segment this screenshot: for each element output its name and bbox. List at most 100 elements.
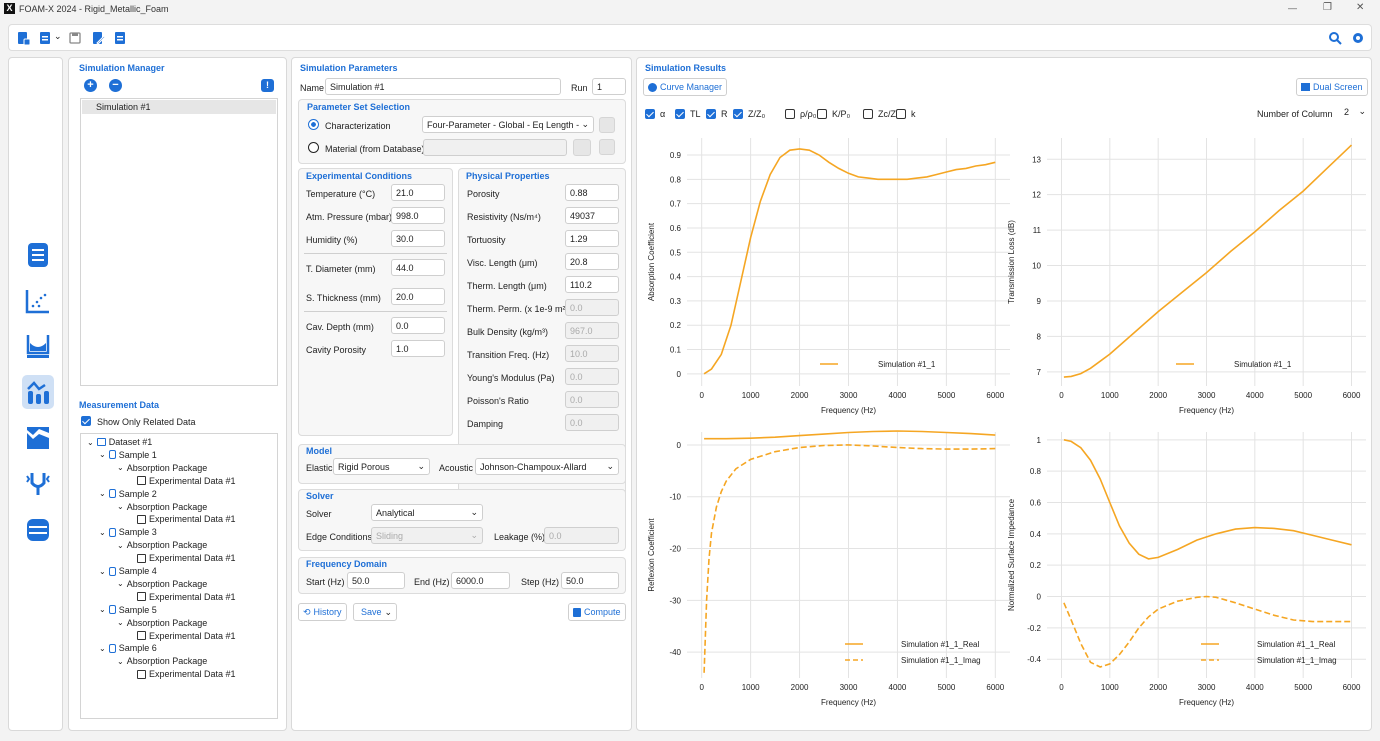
- toggle-checkbox[interactable]: [706, 109, 716, 119]
- tree-item-pkg[interactable]: ⌄ Absorption Package: [117, 540, 208, 551]
- experimental-data-checkbox[interactable]: [137, 592, 146, 602]
- phys-input[interactable]: 0.0: [565, 368, 619, 385]
- add-simulation-icon[interactable]: +: [84, 79, 97, 92]
- export-icon[interactable]: [111, 29, 129, 47]
- phys-input[interactable]: 10.0: [565, 345, 619, 362]
- tree-item-pkg[interactable]: ⌄ Absorption Package: [117, 501, 208, 512]
- elastic-select[interactable]: Rigid Porous ⌄: [333, 458, 430, 475]
- exp-input[interactable]: 0.0: [391, 317, 445, 334]
- phys-input[interactable]: 0.0: [565, 414, 619, 431]
- compute-button[interactable]: Compute: [568, 603, 626, 621]
- list-icon[interactable]: [22, 238, 54, 272]
- experimental-data-checkbox[interactable]: [137, 553, 146, 563]
- exp-input[interactable]: 44.0: [391, 259, 445, 276]
- remove-simulation-icon[interactable]: −: [109, 79, 122, 92]
- name-input[interactable]: Simulation #1: [325, 78, 561, 95]
- simulation-list-item[interactable]: Simulation #1: [82, 100, 276, 114]
- characterization-select[interactable]: Four-Parameter - Global - Eq Length - 2 ⌄: [422, 116, 594, 133]
- tree-item-data[interactable]: Experimental Data #1: [137, 514, 236, 524]
- phys-input[interactable]: 0.0: [565, 299, 619, 316]
- simulation-manager-title: Simulation Manager: [79, 63, 165, 73]
- phys-input[interactable]: 0.88: [565, 184, 619, 201]
- tree-item-pkg[interactable]: ⌄ Absorption Package: [117, 578, 208, 589]
- acoustic-select[interactable]: Johnson-Champoux-Allard ⌄: [475, 458, 619, 475]
- experimental-data-checkbox[interactable]: [137, 514, 146, 524]
- tree-item-pkg[interactable]: ⌄ Absorption Package: [117, 462, 208, 473]
- toggle-checkbox[interactable]: [896, 109, 906, 119]
- phys-input[interactable]: 49037: [565, 207, 619, 224]
- phys-input[interactable]: 1.29: [565, 230, 619, 247]
- toggle-checkbox[interactable]: [863, 109, 873, 119]
- exp-input[interactable]: 1.0: [391, 340, 445, 357]
- end-input[interactable]: 6000.0: [451, 572, 510, 589]
- edge-conditions-select[interactable]: Sliding ⌄: [371, 527, 483, 544]
- new-project-icon[interactable]: [14, 29, 32, 47]
- experimental-data-checkbox[interactable]: [137, 669, 146, 679]
- material-radio[interactable]: [308, 142, 319, 153]
- exp-input[interactable]: 20.0: [391, 288, 445, 305]
- open-file-icon[interactable]: [36, 29, 54, 47]
- toggle-checkbox[interactable]: [675, 109, 685, 119]
- save-file-icon[interactable]: [66, 29, 84, 47]
- exp-input[interactable]: 30.0: [391, 230, 445, 247]
- tree-item-data[interactable]: Experimental Data #1: [137, 592, 236, 602]
- search-help-icon[interactable]: [1326, 29, 1344, 47]
- x-axis-label: Frequency (Hz): [1179, 406, 1234, 415]
- tree-item-data[interactable]: Experimental Data #1: [137, 669, 236, 679]
- save-as-icon[interactable]: [89, 29, 107, 47]
- tree-item-sample[interactable]: ⌄ Sample 6: [99, 643, 157, 654]
- toggle-checkbox[interactable]: [785, 109, 795, 119]
- phys-input[interactable]: 967.0: [565, 322, 619, 339]
- phys-input[interactable]: 20.8: [565, 253, 619, 270]
- x-tick-label: 2000: [791, 683, 809, 692]
- toggle-checkbox[interactable]: [645, 109, 655, 119]
- tree-item-data[interactable]: Experimental Data #1: [137, 476, 236, 486]
- tree-item-pkg[interactable]: ⌄ Absorption Package: [117, 617, 208, 628]
- characterization-radio[interactable]: [308, 119, 319, 130]
- tuning-fork-icon[interactable]: [22, 466, 54, 500]
- phys-input[interactable]: 110.2: [565, 276, 619, 293]
- chevron-down-icon: ⌄: [579, 119, 589, 130]
- curve-fit-icon[interactable]: [22, 375, 54, 409]
- step-input[interactable]: 50.0: [561, 572, 619, 589]
- tree-item-dataset[interactable]: ⌄ Dataset #1: [87, 437, 153, 447]
- maximize-button[interactable]: ❐: [1323, 2, 1332, 13]
- tree-item-sample[interactable]: ⌄ Sample 4: [99, 566, 157, 576]
- exp-input[interactable]: 998.0: [391, 207, 445, 224]
- exp-label: S. Thickness (mm): [306, 293, 381, 303]
- tree-item-data[interactable]: Experimental Data #1: [137, 631, 236, 641]
- save-button[interactable]: Save ⌄: [353, 603, 397, 621]
- run-input[interactable]: 1: [592, 78, 626, 95]
- material-input[interactable]: [423, 139, 567, 156]
- database-icon[interactable]: [22, 513, 54, 547]
- dual-screen-button[interactable]: Dual Screen: [1296, 78, 1368, 96]
- curve-manager-button[interactable]: Curve Manager: [643, 78, 728, 96]
- start-input[interactable]: 50.0: [347, 572, 405, 589]
- history-button[interactable]: ⟲ History: [298, 603, 347, 621]
- leakage-input[interactable]: 0.0: [544, 527, 619, 544]
- gear-icon[interactable]: [1349, 29, 1367, 47]
- tree-item-data[interactable]: Experimental Data #1: [137, 553, 236, 563]
- minimize-button[interactable]: —: [1288, 3, 1297, 13]
- tree-item-sample[interactable]: ⌄ Sample 2: [99, 488, 157, 499]
- experimental-data-checkbox[interactable]: [137, 476, 146, 486]
- tree-item-sample[interactable]: ⌄ Sample 3: [99, 527, 157, 538]
- terrain-icon[interactable]: [22, 421, 54, 455]
- toggle-checkbox[interactable]: [733, 109, 743, 119]
- simulation-parameters-title: Simulation Parameters: [300, 63, 398, 73]
- chevron-down-icon[interactable]: ⌄: [54, 31, 62, 41]
- toggle-checkbox[interactable]: [817, 109, 827, 119]
- absorption-tube-icon[interactable]: [22, 329, 54, 363]
- close-button[interactable]: ✕: [1356, 2, 1365, 13]
- info-icon[interactable]: !: [261, 79, 274, 92]
- scatter-chart-icon[interactable]: [22, 284, 54, 318]
- phys-input[interactable]: 0.0: [565, 391, 619, 408]
- tree-item-sample[interactable]: ⌄ Sample 5: [99, 604, 157, 615]
- show-related-checkbox[interactable]: [81, 416, 91, 426]
- number-of-column-select[interactable]: 2 ⌄: [1342, 104, 1367, 121]
- tree-item-sample[interactable]: ⌄ Sample 1: [99, 449, 157, 460]
- exp-input[interactable]: 21.0: [391, 184, 445, 201]
- solver-select[interactable]: Analytical ⌄: [371, 504, 483, 521]
- experimental-data-checkbox[interactable]: [137, 631, 146, 640]
- tree-item-pkg[interactable]: ⌄ Absorption Package: [117, 656, 208, 667]
